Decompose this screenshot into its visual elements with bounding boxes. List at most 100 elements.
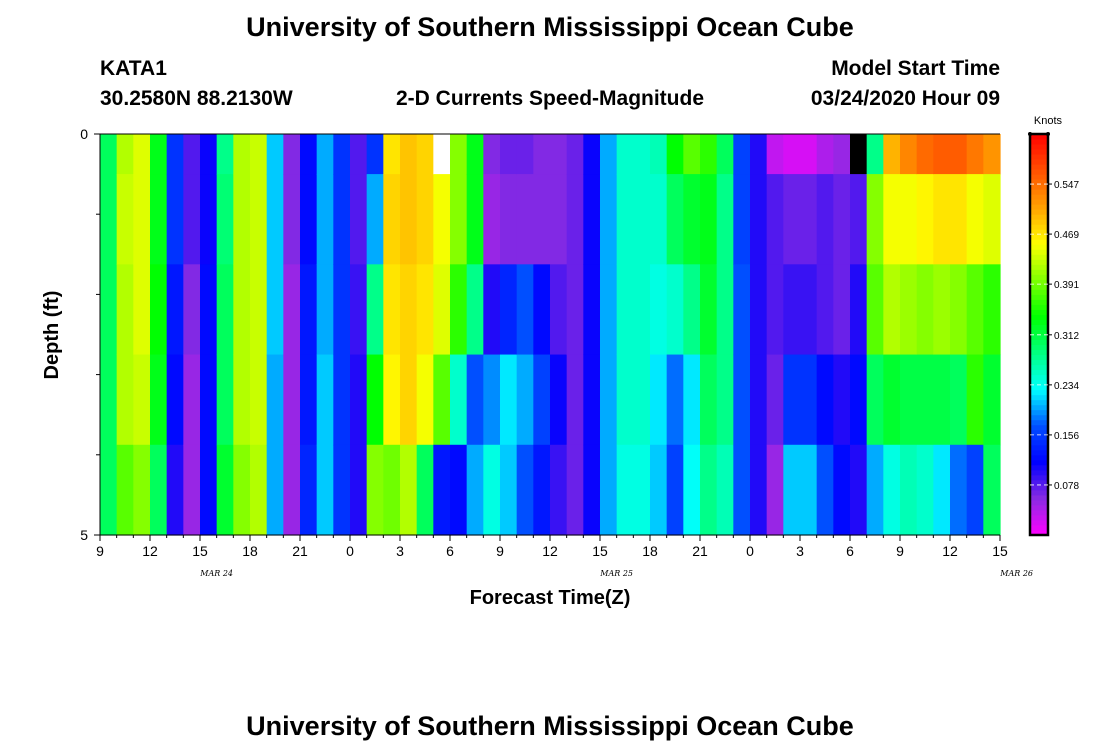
heatmap-cell: [183, 444, 201, 536]
heatmap-cell: [933, 444, 951, 536]
heatmap-cell: [383, 264, 401, 356]
x-tick-label: 12: [942, 543, 958, 559]
heatmap-cell: [350, 174, 368, 265]
heatmap-cell: [583, 134, 601, 175]
colorbar-segment: [1030, 214, 1048, 220]
heatmap-cell: [266, 354, 284, 446]
heatmap-cell: [166, 264, 184, 356]
heatmap-cell: [116, 134, 134, 175]
colorbar-segment: [1030, 244, 1048, 250]
heatmap-cell: [900, 264, 918, 356]
heatmap-cell: [366, 134, 384, 175]
colorbar-segment: [1030, 184, 1048, 190]
heatmap-cell: [483, 444, 501, 536]
colorbar-segment: [1030, 219, 1048, 225]
heatmap-cell: [333, 444, 351, 536]
heatmap-cell: [733, 134, 751, 175]
heatmap-cell: [900, 444, 918, 536]
heatmap-cell: [816, 264, 834, 356]
heatmap-cell: [533, 444, 551, 536]
heatmap-cell: [483, 354, 501, 446]
colorbar-tick-label: 0.469: [1054, 230, 1079, 241]
heatmap-cell: [416, 174, 434, 265]
heatmap-cell: [316, 264, 334, 356]
heatmap-cell: [666, 174, 684, 265]
x-tick-label: 9: [896, 543, 904, 559]
heatmap-cell: [250, 354, 268, 446]
heatmap-cell: [766, 174, 784, 265]
heatmap-cell: [816, 174, 834, 265]
colorbar-segment: [1030, 154, 1048, 160]
colorbar-segment: [1030, 414, 1048, 421]
heatmap-cell: [816, 354, 834, 446]
heatmap-cell: [883, 134, 901, 175]
colorbar-segment: [1030, 169, 1048, 175]
heatmap-cell: [650, 354, 668, 446]
heatmap-cell: [316, 354, 334, 446]
colorbar-segment: [1030, 239, 1048, 245]
heatmap-cell: [200, 444, 218, 536]
heatmap-cell: [350, 444, 368, 536]
heatmap-cell: [650, 444, 668, 536]
heatmap-cell: [683, 264, 701, 356]
x-tick-label: 15: [592, 543, 608, 559]
heatmap-cell: [616, 444, 634, 536]
heatmap-cell: [350, 134, 368, 175]
heatmap-cell: [833, 174, 851, 265]
heatmap-cell: [833, 134, 851, 175]
colorbar-segment: [1030, 329, 1048, 335]
heatmap-cell: [433, 134, 451, 175]
y-tick-label: 5: [80, 527, 88, 543]
heatmap-cell: [533, 134, 551, 175]
heatmap-cell: [766, 134, 784, 175]
heatmap-cell: [133, 134, 151, 175]
heatmap-cell: [866, 354, 884, 446]
heatmap-cell: [716, 134, 734, 175]
heatmap-cell: [400, 134, 418, 175]
colorbar-segment: [1030, 474, 1048, 481]
heatmap-cell: [950, 134, 968, 175]
heatmap-cell: [550, 134, 568, 175]
model-start-value: 03/24/2020 Hour 09: [811, 87, 1000, 110]
heatmap-cell: [833, 444, 851, 536]
colorbar-segment: [1030, 134, 1048, 140]
heatmap-cell: [683, 354, 701, 446]
heatmap-cell: [766, 264, 784, 356]
colorbar-segment: [1030, 484, 1048, 491]
date-label: MAR 26: [999, 569, 1033, 578]
heatmap-cell: [300, 134, 318, 175]
heatmap-cell: [666, 444, 684, 536]
heatmap-cell: [200, 134, 218, 175]
heatmap-cell: [400, 444, 418, 536]
heatmap-cell: [750, 174, 768, 265]
heatmap-cell: [750, 134, 768, 175]
colorbar-segment: [1030, 369, 1048, 376]
heatmap-cell: [900, 134, 918, 175]
heatmap-cell: [450, 264, 468, 356]
colorbar-segment: [1030, 454, 1048, 461]
heatmap-cell: [300, 174, 318, 265]
heatmap-cell: [716, 444, 734, 536]
heatmap-cell: [450, 354, 468, 446]
colorbar-segment: [1030, 359, 1048, 366]
heatmap-cell: [733, 444, 751, 536]
colorbar-segment: [1030, 284, 1048, 290]
heatmap-cell: [333, 354, 351, 446]
heatmap-cell: [566, 444, 584, 536]
heatmap-cell: [550, 174, 568, 265]
heatmap-cell: [150, 444, 168, 536]
heatmap-cell: [683, 174, 701, 265]
heatmap-cell: [866, 174, 884, 265]
colorbar-tick-label: 0.078: [1054, 481, 1079, 492]
heatmap-cell: [966, 444, 984, 536]
heatmap-cell: [850, 134, 868, 175]
heatmap-cell: [183, 134, 201, 175]
heatmap-cell: [600, 444, 618, 536]
heatmap-cell: [200, 354, 218, 446]
heatmap-cell: [933, 354, 951, 446]
heatmap-cell: [983, 264, 1001, 356]
heatmap-cell: [216, 134, 234, 175]
heatmap-cell: [883, 444, 901, 536]
heatmap-cell: [700, 444, 718, 536]
heatmap-cell: [133, 174, 151, 265]
